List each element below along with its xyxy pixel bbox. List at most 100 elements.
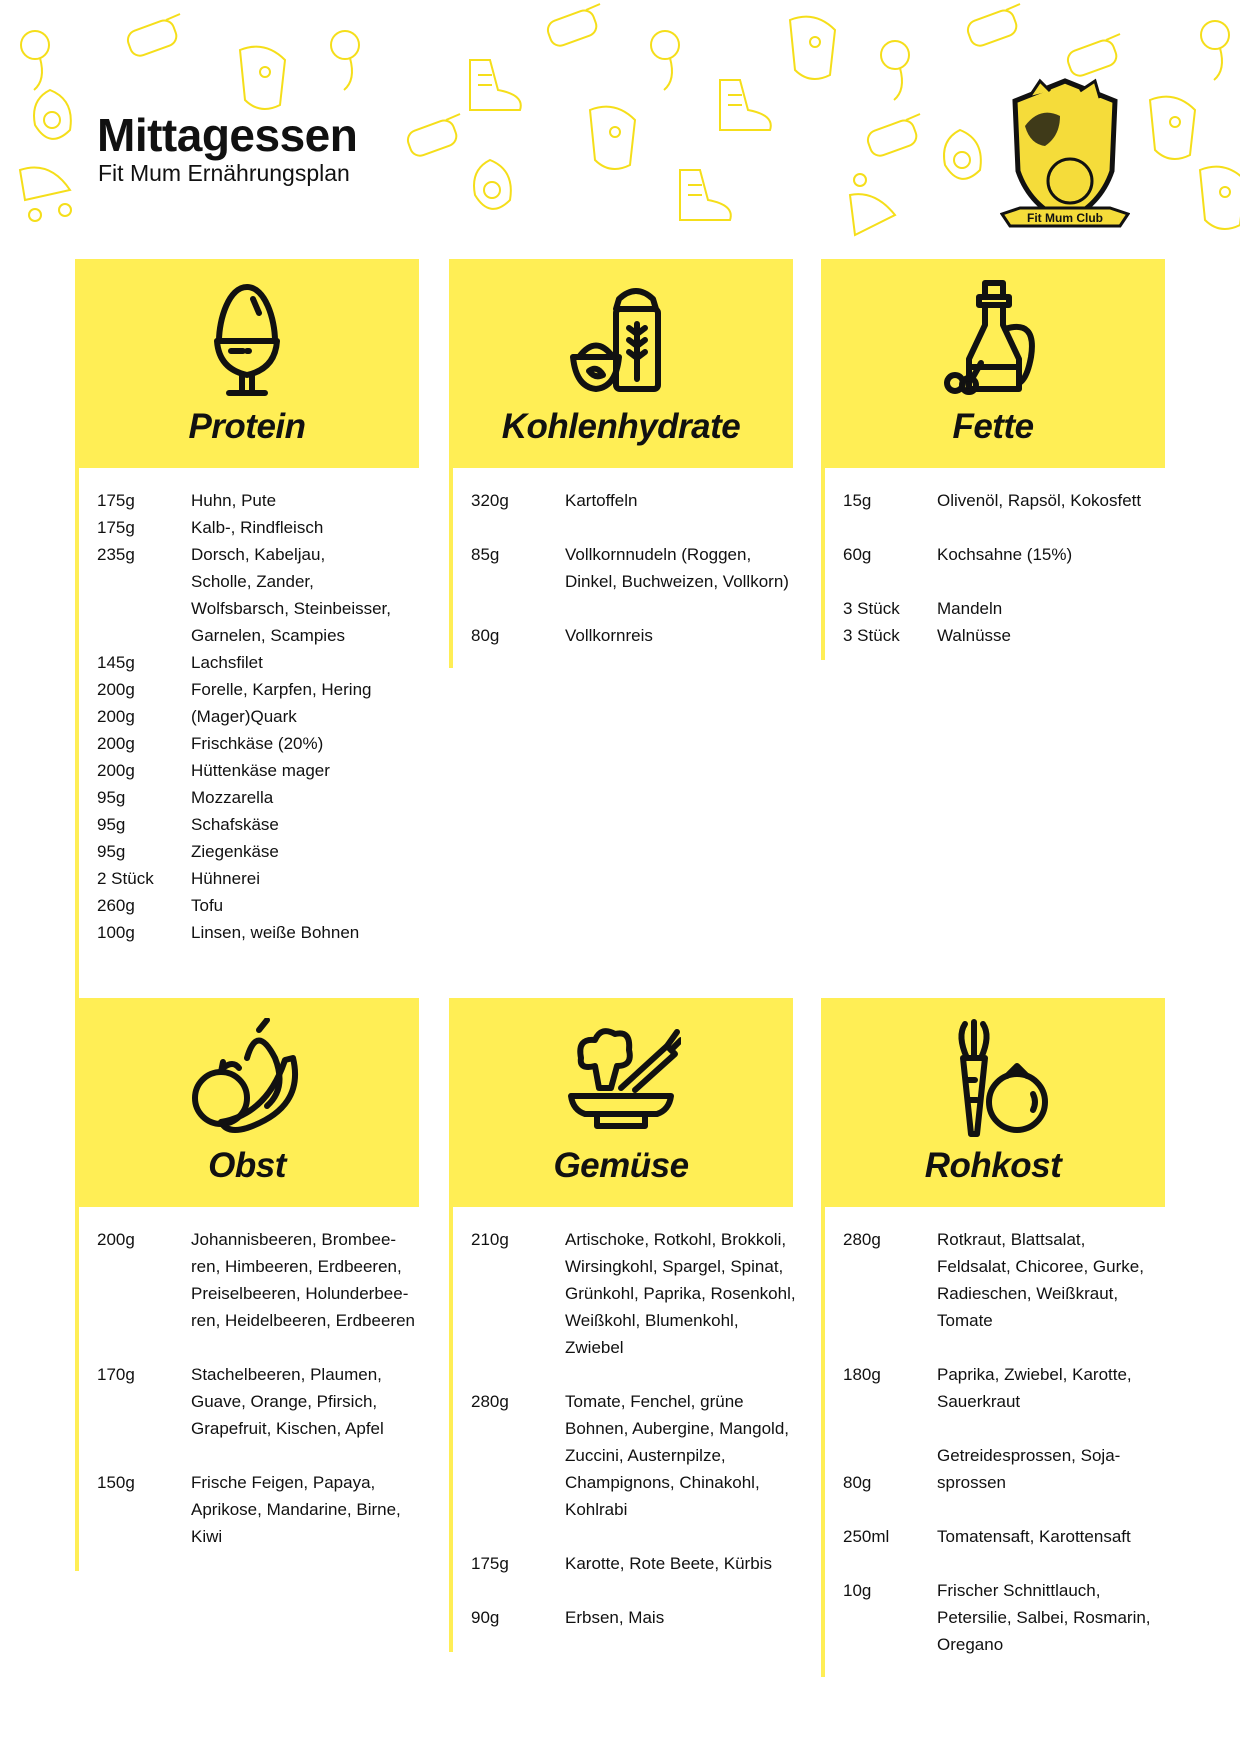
card-header: Obst (75, 998, 419, 1207)
card-header: Protein (75, 259, 419, 468)
food-amount: 200g (97, 680, 135, 699)
food-items: Tomatensaft, Karottensaft (937, 1527, 1131, 1546)
fit-mum-club-logo: Fit Mum Club (1000, 78, 1130, 228)
food-amount: 175g (471, 1554, 509, 1573)
food-items: Frischer Schnittlauch, (937, 1581, 1101, 1600)
food-amount: 85g (471, 545, 500, 564)
accent-bar (449, 1207, 453, 1652)
food-items: Scholle, Zander, (191, 572, 314, 591)
food-items: ren, Himbeeren, Erdbeeren, (191, 1257, 402, 1276)
food-items: Aprikose, Mandarine, Birne, (191, 1500, 401, 1519)
card-title: Kohlenhydrate (501, 407, 741, 446)
food-amount: 170g (97, 1365, 135, 1384)
food-items: Kartoffeln (565, 491, 638, 510)
fruits-icon (192, 1018, 299, 1133)
card-header: Gemüse (449, 998, 793, 1207)
food-amount: 175g (97, 491, 135, 510)
food-items: Getreidesprossen, Soja- (937, 1446, 1121, 1465)
food-amount: 200g (97, 761, 135, 780)
food-amount: 260g (97, 896, 135, 915)
accent-bar (75, 468, 79, 1167)
food-items: Artischoke, Rotkohl, Brokkoli, (565, 1230, 787, 1249)
food-items: Bohnen, Aubergine, Mangold, (565, 1419, 790, 1438)
food-items: Zuccini, Austernpilze, (565, 1446, 726, 1465)
food-items: Champignons, Chinakohl, (565, 1473, 760, 1492)
food-items: Kiwi (191, 1527, 223, 1546)
food-amount: 80g (471, 626, 500, 645)
grain-sack-and-bowl-icon (570, 288, 661, 392)
food-items: Linsen, weiße Bohnen (191, 923, 360, 942)
food-amount: 235g (97, 545, 135, 564)
carrot-and-tomato-icon (958, 1019, 1048, 1137)
food-items: Petersilie, Salbei, Rosmarin, (937, 1608, 1151, 1627)
food-items: Grapefruit, Kischen, Apfel (191, 1419, 384, 1438)
food-amount: 200g (97, 1230, 135, 1249)
food-amount: 3 Stück (843, 599, 900, 618)
food-items: Paprika, Zwiebel, Karotte, (937, 1365, 1132, 1384)
food-amount: 320g (471, 491, 509, 510)
card-header: Fette (821, 259, 1165, 468)
food-amount: 90g (471, 1608, 500, 1627)
food-items: Radieschen, Weißkraut, (937, 1284, 1119, 1303)
food-amount: 175g (97, 518, 135, 537)
food-amount: 95g (97, 788, 126, 807)
food-items: Mozzarella (191, 788, 274, 807)
food-amount: 10g (843, 1581, 872, 1600)
food-amount: 250ml (843, 1527, 890, 1546)
food-items: Sauerkraut (937, 1392, 1021, 1411)
food-items: Guave, Orange, Pfirsich, (191, 1392, 378, 1411)
oil-bottle-icon (944, 280, 1035, 395)
food-amount: 280g (471, 1392, 509, 1411)
food-items: Tomate, Fenchel, grüne (565, 1392, 744, 1411)
food-items: Olivenöl, Rapsöl, Kokosfett (937, 491, 1142, 510)
food-items: Schafskäse (191, 815, 279, 834)
food-items: Ziegenkäse (191, 842, 279, 861)
food-amount: 210g (471, 1230, 509, 1249)
food-items: Grünkohl, Paprika, Rosenkohl, (565, 1284, 796, 1303)
food-amount: 100g (97, 923, 135, 942)
food-items: Wirsingkohl, Spargel, Spinat, (565, 1257, 784, 1276)
food-items: Preiselbeeren, Holunderbee- (191, 1284, 409, 1303)
food-items: Kohlrabi (565, 1500, 628, 1519)
page-subtitle: Fit Mum Ernährungsplan (98, 160, 350, 186)
food-amount: 80g (843, 1473, 872, 1492)
food-items: Dorsch, Kabeljau, (191, 545, 326, 564)
baby-items-background-pattern (18, 3, 1240, 237)
food-amount: 3 Stück (843, 626, 900, 645)
food-items: Stachelbeeren, Plaumen, (191, 1365, 382, 1384)
food-items: sprossen (937, 1473, 1006, 1492)
food-items: Lachsfilet (191, 653, 263, 672)
vegetable-bowl-icon (568, 1028, 681, 1129)
food-items: Oregano (937, 1635, 1004, 1654)
food-items: Tomate (937, 1311, 993, 1330)
card-title: Gemüse (553, 1146, 689, 1185)
food-items: (Mager)Quark (191, 707, 297, 726)
accent-bar (75, 1207, 79, 1571)
accent-bar (821, 468, 825, 660)
logo-text: Fit Mum Club (1027, 211, 1103, 225)
food-items: Hühnerei (191, 869, 260, 888)
egg-cup-icon (214, 284, 280, 396)
food-items: Hüttenkäse mager (191, 761, 330, 780)
card-header: Kohlenhydrate (449, 259, 793, 468)
card-title: Fette (952, 407, 1034, 446)
food-amount: 2 Stück (97, 869, 154, 888)
food-items: Zwiebel (565, 1338, 624, 1357)
food-items: Erbsen, Mais (565, 1608, 665, 1627)
food-amount: 95g (97, 815, 126, 834)
food-items: Garnelen, Scampies (191, 626, 346, 645)
food-items: Rotkraut, Blattsalat, (937, 1230, 1086, 1249)
food-items: Huhn, Pute (191, 491, 277, 510)
food-items: Forelle, Karpfen, Hering (191, 680, 372, 699)
food-amount: 15g (843, 491, 872, 510)
food-items: Frischkäse (20%) (191, 734, 324, 753)
food-items: Tofu (191, 896, 224, 915)
food-items: Frische Feigen, Papaya, (191, 1473, 376, 1492)
food-amount: 145g (97, 653, 135, 672)
food-items: Johannisbeeren, Brombee- (191, 1230, 397, 1249)
food-items: ren, Heidelbeeren, Erdbeeren (191, 1311, 415, 1330)
food-amount: 95g (97, 842, 126, 861)
food-items: Dinkel, Buchweizen, Vollkorn) (565, 572, 789, 591)
food-items: Feldsalat, Chicoree, Gurke, (937, 1257, 1144, 1276)
food-amount: 180g (843, 1365, 881, 1384)
